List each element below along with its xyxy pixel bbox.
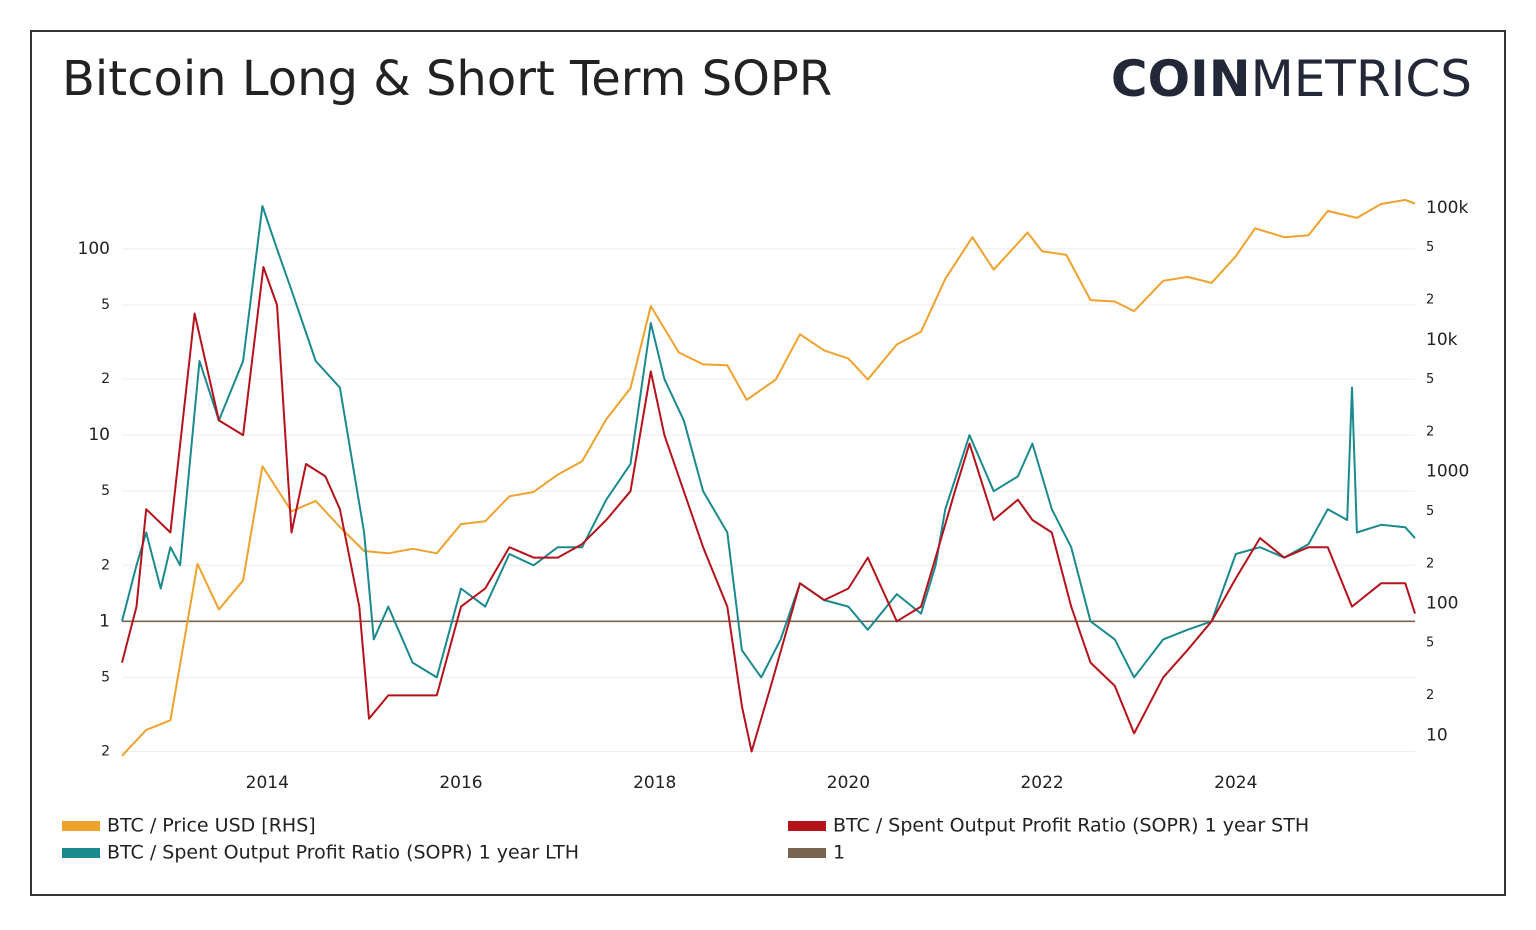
x-tick-label: 2014 xyxy=(246,773,289,793)
y-tick-label: 5 xyxy=(101,297,110,313)
y2-tick-label: 2 xyxy=(1426,293,1434,308)
legend-label: 1 xyxy=(833,842,845,864)
logo: COINMETRICS xyxy=(1111,50,1472,108)
series-line xyxy=(121,205,1416,679)
y2-tick-label: 100 xyxy=(1426,593,1458,613)
y2-tick-label: 5 xyxy=(1426,372,1434,387)
legend-label: BTC / Spent Output Profit Ratio (SOPR) 1… xyxy=(107,842,579,864)
y2-tick-label: 100k xyxy=(1426,198,1468,218)
y2-tick-label: 10 xyxy=(1426,725,1448,745)
y-tick-label: 1 xyxy=(99,611,110,631)
frame xyxy=(30,30,1506,896)
y2-tick-label: 5 xyxy=(1426,504,1434,519)
legend-label: BTC / Spent Output Profit Ratio (SOPR) 1… xyxy=(833,815,1309,837)
series-line xyxy=(121,266,1416,753)
x-tick-label: 2020 xyxy=(827,773,870,793)
legend-swatch xyxy=(788,821,826,831)
y-tick-label: 5 xyxy=(101,669,110,685)
x-tick-label: 2018 xyxy=(633,773,676,793)
series-line xyxy=(121,198,1416,757)
y-tick-label: 10 xyxy=(88,425,110,445)
logo-bold: COIN xyxy=(1111,50,1251,108)
legend-label: BTC / Price USD [RHS] xyxy=(107,815,316,837)
legend-swatch xyxy=(62,821,100,831)
legend-swatch xyxy=(62,848,100,858)
y2-tick-label: 10k xyxy=(1426,330,1458,350)
y-tick-label: 100 xyxy=(78,239,110,259)
y2-tick-label: 5 xyxy=(1426,636,1434,651)
logo-light: METRICS xyxy=(1251,50,1472,108)
y2-tick-label: 2 xyxy=(1426,688,1434,703)
x-tick-label: 2022 xyxy=(1020,773,1063,793)
y-tick-label: 2 xyxy=(101,743,110,759)
x-tick-label: 2024 xyxy=(1214,773,1257,793)
x-tick-label: 2016 xyxy=(439,773,482,793)
y2-tick-label: 5 xyxy=(1426,240,1434,255)
chart-title: Bitcoin Long & Short Term SOPR xyxy=(62,51,832,107)
y-tick-label: 2 xyxy=(101,371,110,387)
y-tick-label: 2 xyxy=(101,557,110,573)
y2-tick-label: 2 xyxy=(1426,556,1434,571)
legend-swatch xyxy=(788,848,826,858)
y2-tick-label: 1000 xyxy=(1426,462,1469,482)
y-tick-label: 5 xyxy=(101,483,110,499)
y2-tick-label: 2 xyxy=(1426,424,1434,439)
